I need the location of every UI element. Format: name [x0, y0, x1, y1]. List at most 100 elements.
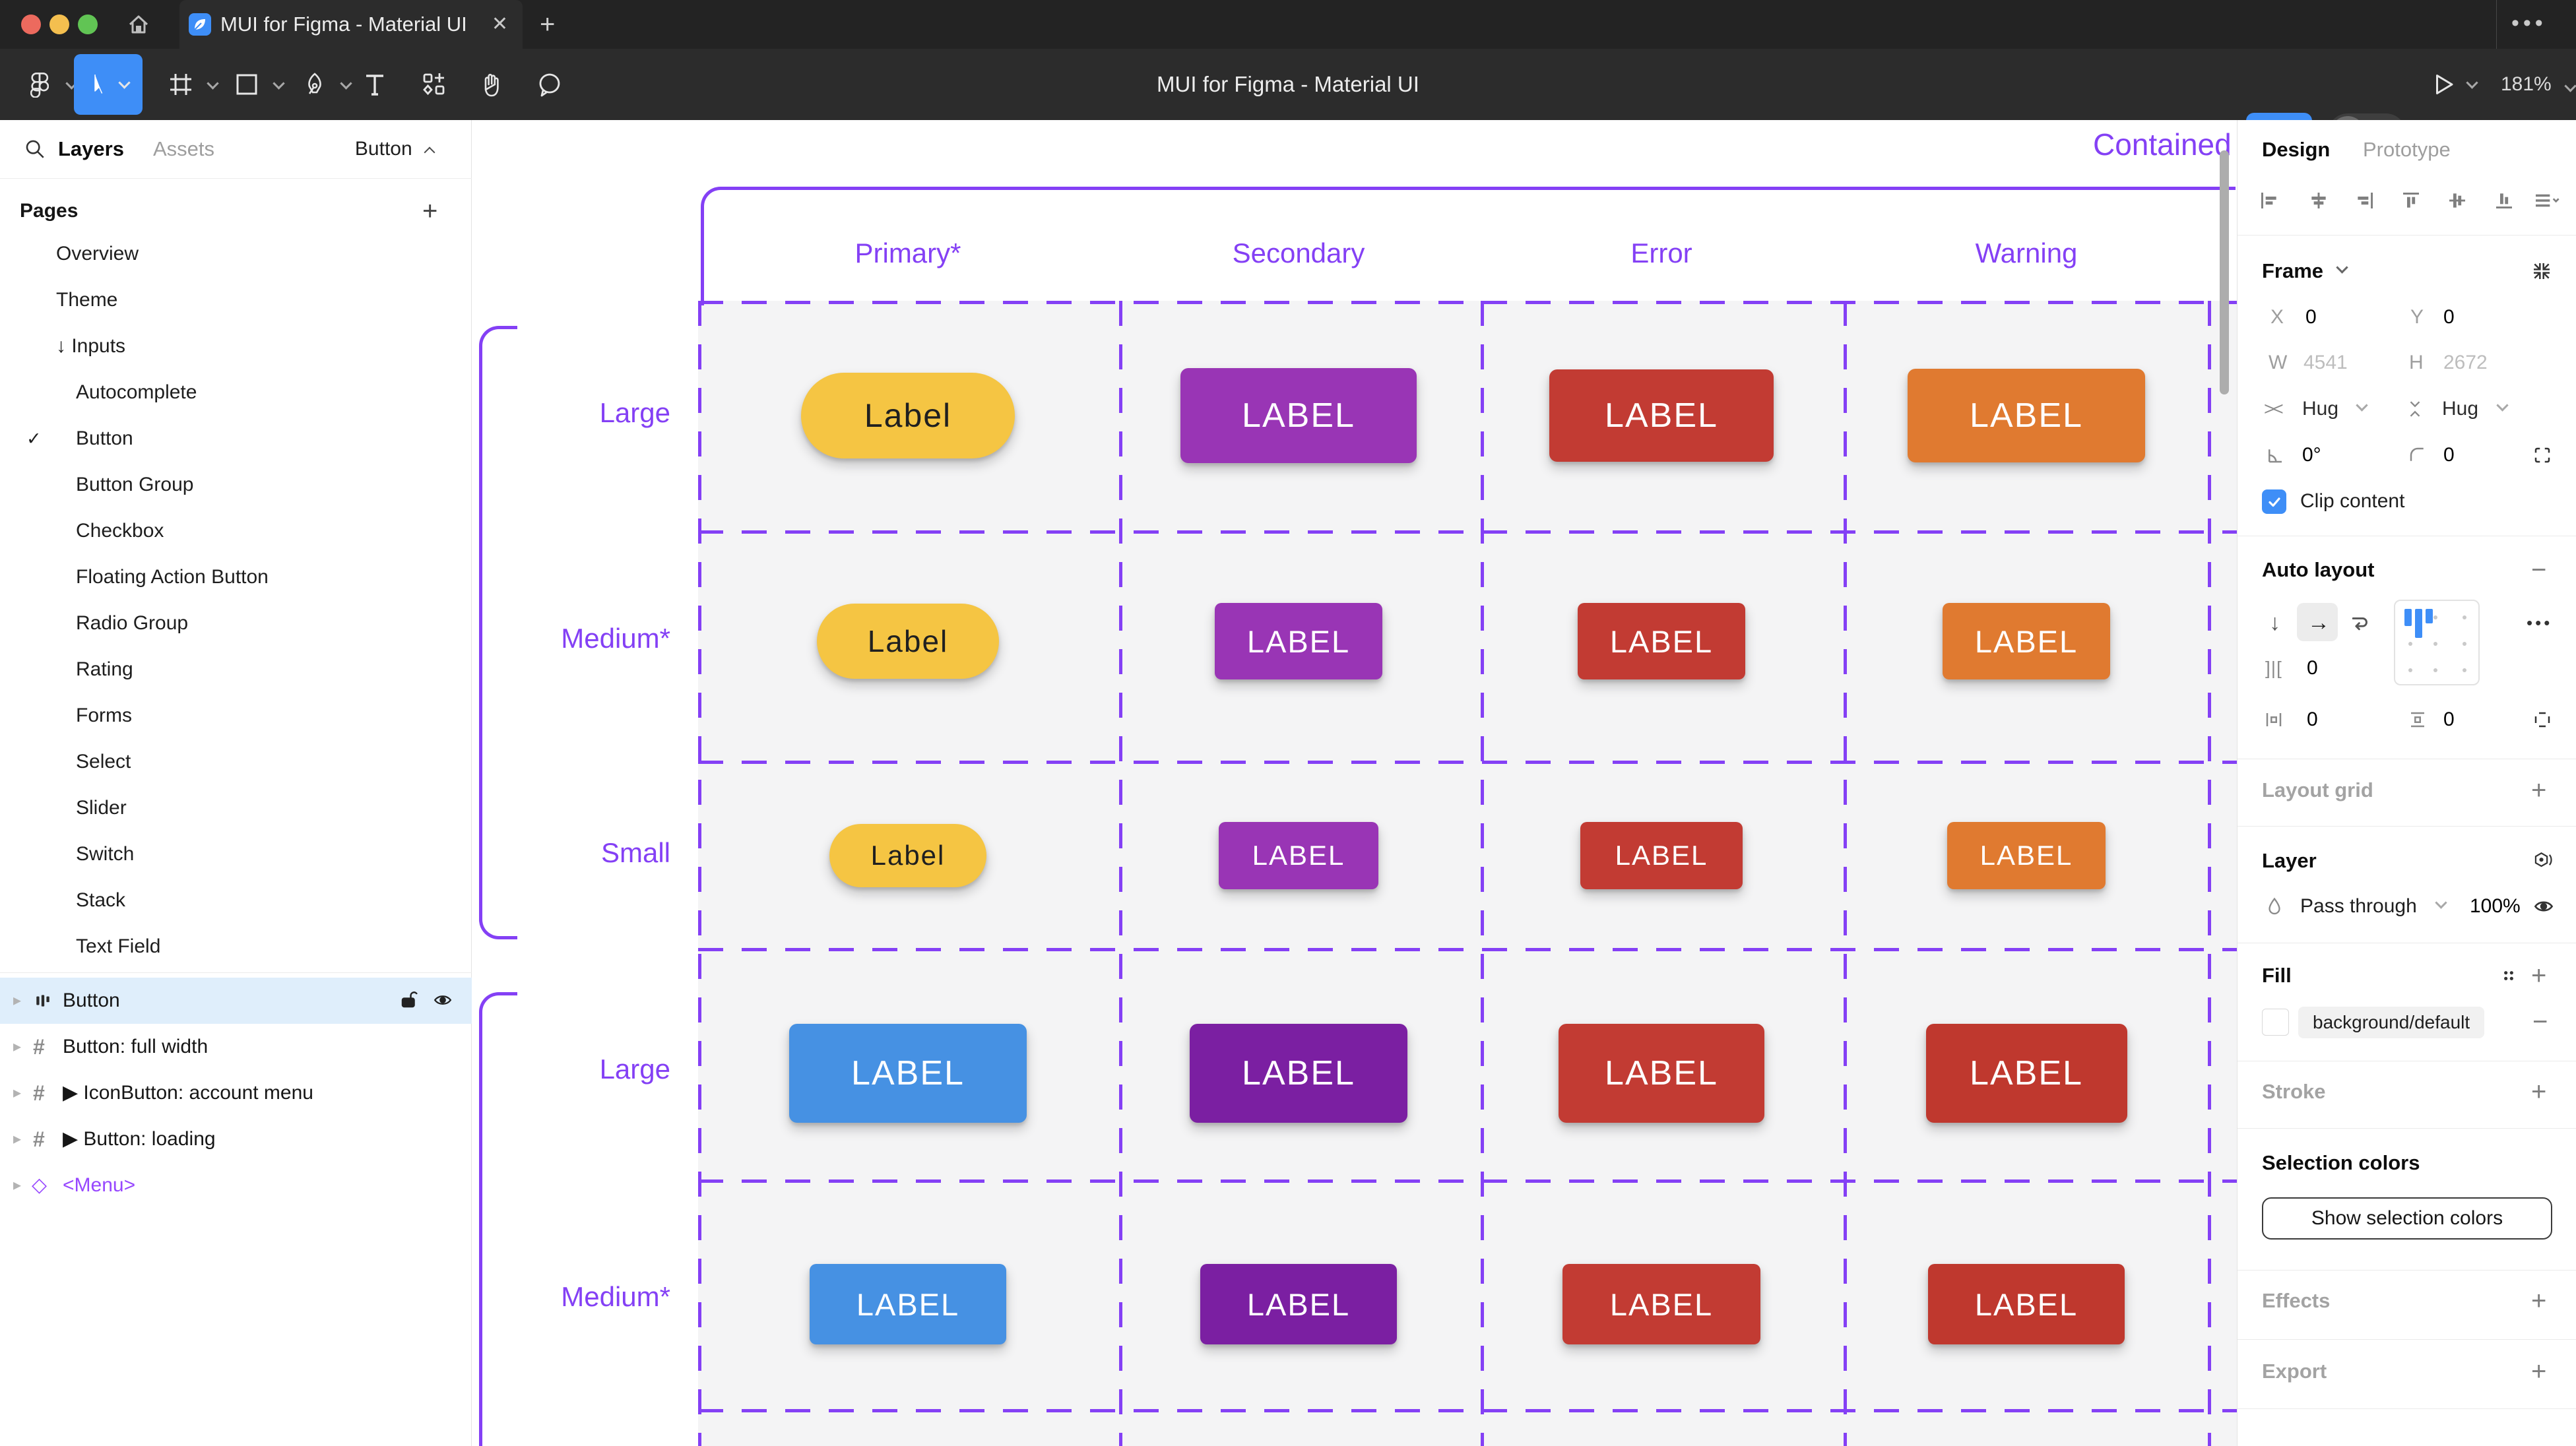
page-item[interactable]: Overview	[0, 231, 472, 277]
minimize-window-button[interactable]	[49, 15, 69, 34]
independent-corners-icon[interactable]	[2532, 445, 2552, 465]
close-tab-icon[interactable]: ✕	[491, 13, 508, 35]
page-item[interactable]: Text Field	[0, 924, 472, 970]
canvas-button[interactable]: LABEL	[1580, 822, 1743, 889]
page-item[interactable]: Theme	[0, 277, 472, 323]
page-item[interactable]: Slider	[0, 785, 472, 831]
column-header[interactable]: Secondary	[1232, 237, 1365, 268]
new-tab-button[interactable]: +	[540, 10, 556, 39]
vertical-padding-value[interactable]: 0	[2443, 708, 2455, 730]
comment-tool-icon[interactable]	[532, 49, 567, 120]
opacity-value[interactable]: 100%	[2470, 895, 2521, 917]
canvas-button[interactable]: LABEL	[1928, 1264, 2125, 1344]
frame-type-chevron-icon[interactable]	[2336, 261, 2348, 274]
fill-color-swatch[interactable]	[2262, 1009, 2289, 1036]
canvas-button[interactable]: LABEL	[1562, 1264, 1760, 1344]
canvas-button[interactable]: LABEL	[1908, 369, 2145, 462]
caret-right-icon[interactable]: ▸	[13, 1176, 22, 1194]
row-label[interactable]: Large	[599, 1053, 670, 1084]
canvas-button[interactable]: Label	[829, 824, 986, 887]
row-label[interactable]: Medium*	[561, 1281, 670, 1312]
layer-row[interactable]: ▸ ◇ <Menu>	[0, 1162, 472, 1209]
show-selection-colors-button[interactable]: Show selection colors	[2262, 1197, 2552, 1240]
layout-horizontal-selected[interactable]	[2297, 603, 2338, 641]
layer-row[interactable]: ▸ # Button: full width	[0, 1024, 472, 1070]
canvas-button[interactable]: LABEL	[810, 1264, 1006, 1344]
page-item[interactable]: ✓ Button	[0, 416, 472, 462]
canvas-button[interactable]: LABEL	[1190, 1024, 1407, 1123]
page-item[interactable]: ↓ Inputs	[0, 323, 472, 369]
rotation-value[interactable]: 0°	[2302, 444, 2321, 466]
row-label[interactable]: Medium*	[561, 623, 670, 654]
caret-right-icon[interactable]: ▸	[13, 1038, 22, 1055]
canvas-button[interactable]: LABEL	[1925, 1024, 2127, 1123]
layout-vertical-icon[interactable]: ↓	[2269, 610, 2280, 635]
tab-layers[interactable]: Layers	[58, 137, 124, 160]
auto-layout-more-menu[interactable]: •••	[2527, 613, 2553, 633]
blend-mode-value[interactable]: Pass through	[2300, 895, 2417, 917]
canvas-button[interactable]: LABEL	[1215, 603, 1382, 679]
layer-row[interactable]: ▸ # ▶ IconButton: account menu	[0, 1070, 472, 1116]
canvas-button[interactable]: Label	[801, 373, 1015, 458]
resources-tool-icon[interactable]	[416, 49, 453, 120]
canvas-button[interactable]: LABEL	[1947, 822, 2106, 889]
row-label[interactable]: Small	[600, 837, 670, 868]
page-item[interactable]: Rating	[0, 646, 472, 693]
auto-layout-alignment-box[interactable]	[2394, 600, 2480, 685]
canvas-button[interactable]: Label	[817, 604, 999, 679]
unlock-icon[interactable]	[399, 989, 419, 1015]
canvas-button[interactable]: LABEL	[1200, 1264, 1397, 1344]
align-bottom-icon[interactable]	[2494, 190, 2515, 211]
canvas-button[interactable]: LABEL	[1180, 368, 1417, 463]
canvas[interactable]: Contained Primary* Secondary Error Warning L…	[472, 120, 2237, 1446]
text-tool-icon[interactable]	[358, 49, 392, 120]
hand-tool-icon[interactable]	[474, 49, 509, 120]
horizontal-padding-value[interactable]: 0	[2307, 708, 2318, 730]
page-item[interactable]: Forms	[0, 693, 472, 739]
distribute-spacing-icon[interactable]	[2533, 190, 2560, 211]
layout-wrap-icon[interactable]	[2350, 613, 2372, 633]
move-tool-selected[interactable]	[74, 54, 143, 115]
align-right-icon[interactable]	[2354, 190, 2375, 211]
row-label[interactable]: Large	[599, 397, 670, 428]
page-item[interactable]: Radio Group	[0, 600, 472, 646]
independent-padding-icon[interactable]	[2532, 710, 2552, 730]
canvas-frame-title[interactable]: Contained	[2093, 127, 2232, 162]
pen-tool-icon[interactable]	[297, 49, 333, 120]
canvas-button[interactable]: LABEL	[1578, 603, 1745, 679]
column-header[interactable]: Error	[1630, 237, 1692, 268]
fill-styles-icon[interactable]	[2500, 967, 2517, 984]
tab-design[interactable]: Design	[2262, 138, 2331, 161]
canvas-button[interactable]: LABEL	[1219, 822, 1378, 889]
canvas-button[interactable]: LABEL	[789, 1024, 1027, 1123]
align-top-icon[interactable]	[2400, 190, 2422, 211]
layer-row[interactable]: ▸ Button	[0, 978, 472, 1024]
canvas-button[interactable]: LABEL	[1943, 603, 2110, 679]
align-vertical-center-icon[interactable]	[2447, 190, 2468, 211]
frame-header[interactable]: Frame	[2262, 259, 2324, 282]
fill-style-chip[interactable]: background/default	[2298, 1007, 2485, 1038]
file-tab[interactable]: MUI for Figma - Material UI ✕	[179, 0, 523, 49]
layer-visibility-eye-icon[interactable]	[2533, 896, 2554, 917]
page-item[interactable]: Select	[0, 739, 472, 785]
hug-vertical-chevron-icon[interactable]	[2496, 399, 2509, 412]
tab-prototype[interactable]: Prototype	[2363, 138, 2451, 161]
page-item[interactable]: Stack	[0, 877, 472, 924]
frame-tool-icon[interactable]	[164, 49, 198, 120]
window-more-menu[interactable]: •••	[2511, 11, 2547, 36]
page-item[interactable]: Button Group	[0, 462, 472, 508]
canvas-button[interactable]: LABEL	[1549, 369, 1774, 462]
caret-right-icon[interactable]: ▸	[13, 1130, 22, 1148]
layer-row[interactable]: ▸ # ▶ Button: loading	[0, 1116, 472, 1162]
zoom-menu[interactable]: 181%	[2501, 49, 2576, 120]
fullscreen-window-button[interactable]	[78, 15, 98, 34]
tab-assets[interactable]: Assets	[153, 137, 215, 160]
blend-mode-icon[interactable]	[2532, 850, 2554, 871]
home-icon[interactable]	[125, 11, 152, 41]
page-item[interactable]: Autocomplete	[0, 369, 472, 416]
hug-horizontal-chevron-icon[interactable]	[2356, 399, 2368, 412]
page-item[interactable]: Switch	[0, 831, 472, 877]
remove-auto-layout-button[interactable]: −	[2531, 555, 2547, 584]
canvas-button[interactable]: LABEL	[1559, 1024, 1764, 1123]
gap-value[interactable]: 0	[2307, 657, 2318, 679]
